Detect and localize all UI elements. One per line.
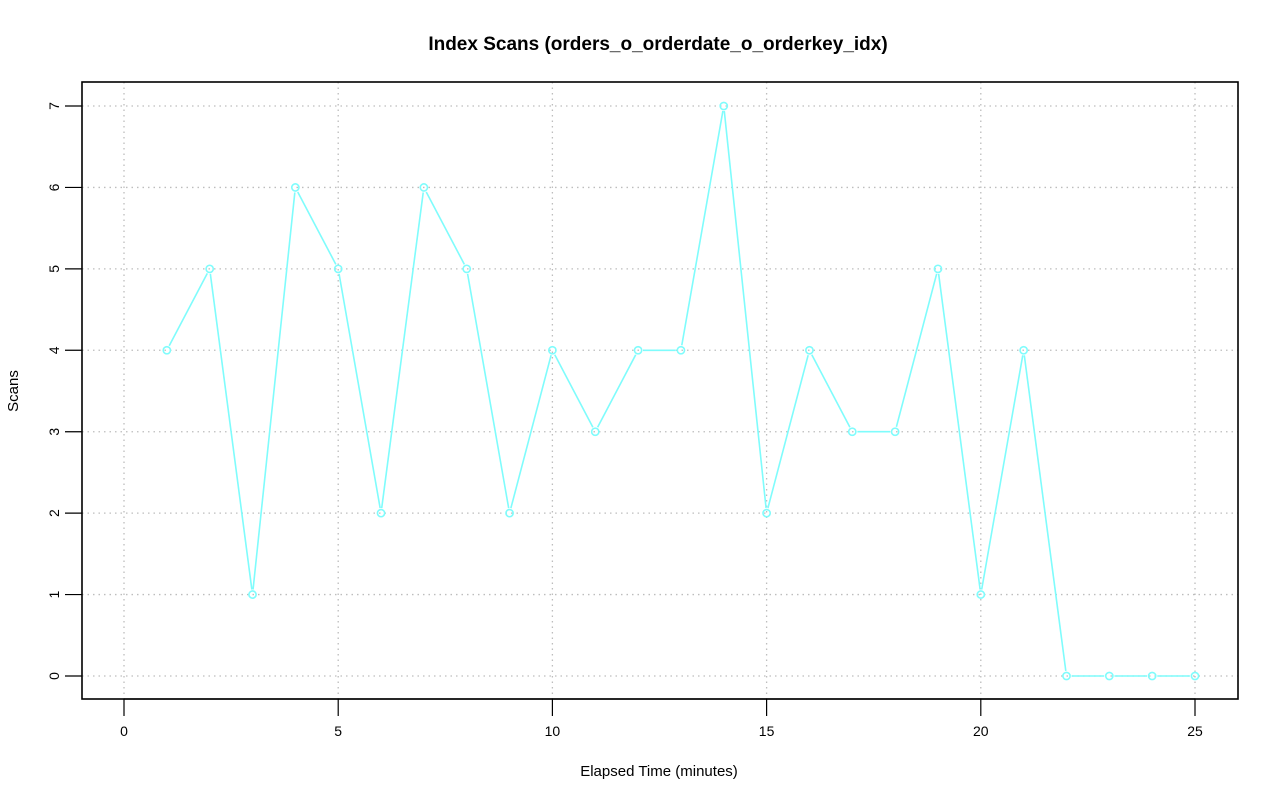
data-point <box>805 345 814 355</box>
x-axis-label: Elapsed Time (minutes) <box>580 763 738 780</box>
series-line-segment <box>811 354 851 428</box>
data-point <box>890 427 900 437</box>
series-line-segment <box>596 354 637 428</box>
data-point <box>590 427 600 437</box>
data-point <box>1104 671 1114 681</box>
data-point <box>419 183 429 192</box>
series-line-segment <box>338 273 381 509</box>
series-layer <box>162 101 1200 681</box>
data-point <box>462 264 472 274</box>
x-tick-label: 0 <box>120 723 128 739</box>
y-tick-label: 2 <box>46 509 62 517</box>
series-line-segment <box>168 272 209 347</box>
data-point <box>976 590 986 599</box>
x-tick-label: 15 <box>759 723 775 739</box>
x-tick-label: 5 <box>334 723 342 739</box>
axes: 0 5 10 15 20 25 0 1 2 3 4 5 6 7 <box>46 102 1203 739</box>
series-line-segment <box>510 355 552 509</box>
data-point <box>1019 345 1029 355</box>
data-point <box>376 508 386 518</box>
y-tick-label: 6 <box>46 183 62 191</box>
data-point <box>847 427 857 437</box>
series-line-segment <box>425 191 466 265</box>
x-tick-label: 25 <box>1187 723 1203 739</box>
data-point <box>676 345 686 355</box>
data-point <box>290 183 300 192</box>
grid <box>82 82 1238 699</box>
data-point <box>1062 671 1071 681</box>
series-line-segment <box>681 110 724 346</box>
x-tick-label: 10 <box>545 723 561 739</box>
data-point <box>248 590 257 599</box>
series-line-segment <box>980 355 1024 590</box>
y-tick-label: 4 <box>46 346 62 354</box>
data-point <box>548 345 557 355</box>
series-line-segment <box>252 192 296 590</box>
y-axis-label: Scans <box>5 370 22 412</box>
series-line-segment <box>895 273 938 427</box>
plot-area-border <box>81 81 1239 700</box>
y-tick-label: 3 <box>46 428 62 436</box>
chart-title: Index Scans (orders_o_orderdate_o_orderk… <box>428 34 887 55</box>
data-point <box>505 508 514 518</box>
data-point <box>333 264 343 274</box>
series-line-segment <box>209 273 253 590</box>
data-point <box>762 508 771 518</box>
series-line-segment <box>380 192 425 509</box>
data-point <box>633 345 643 355</box>
data-point <box>719 101 729 111</box>
series-line-segment <box>466 273 510 509</box>
data-point <box>933 264 943 274</box>
data-point <box>162 345 172 355</box>
series-line-segment <box>1023 355 1067 672</box>
data-point <box>205 264 215 274</box>
series-line-segment <box>937 273 981 590</box>
y-tick-label: 1 <box>46 590 62 598</box>
y-tick-label: 5 <box>46 265 62 273</box>
series-line-segment <box>767 355 809 509</box>
y-tick-label: 0 <box>46 672 62 680</box>
series-line-segment <box>723 110 767 509</box>
series-line-segment <box>554 354 594 428</box>
data-point <box>1147 671 1157 681</box>
series-line-segment <box>297 191 337 265</box>
y-tick-label: 7 <box>46 102 62 110</box>
x-tick-label: 20 <box>973 723 989 739</box>
data-point <box>1190 671 1200 681</box>
